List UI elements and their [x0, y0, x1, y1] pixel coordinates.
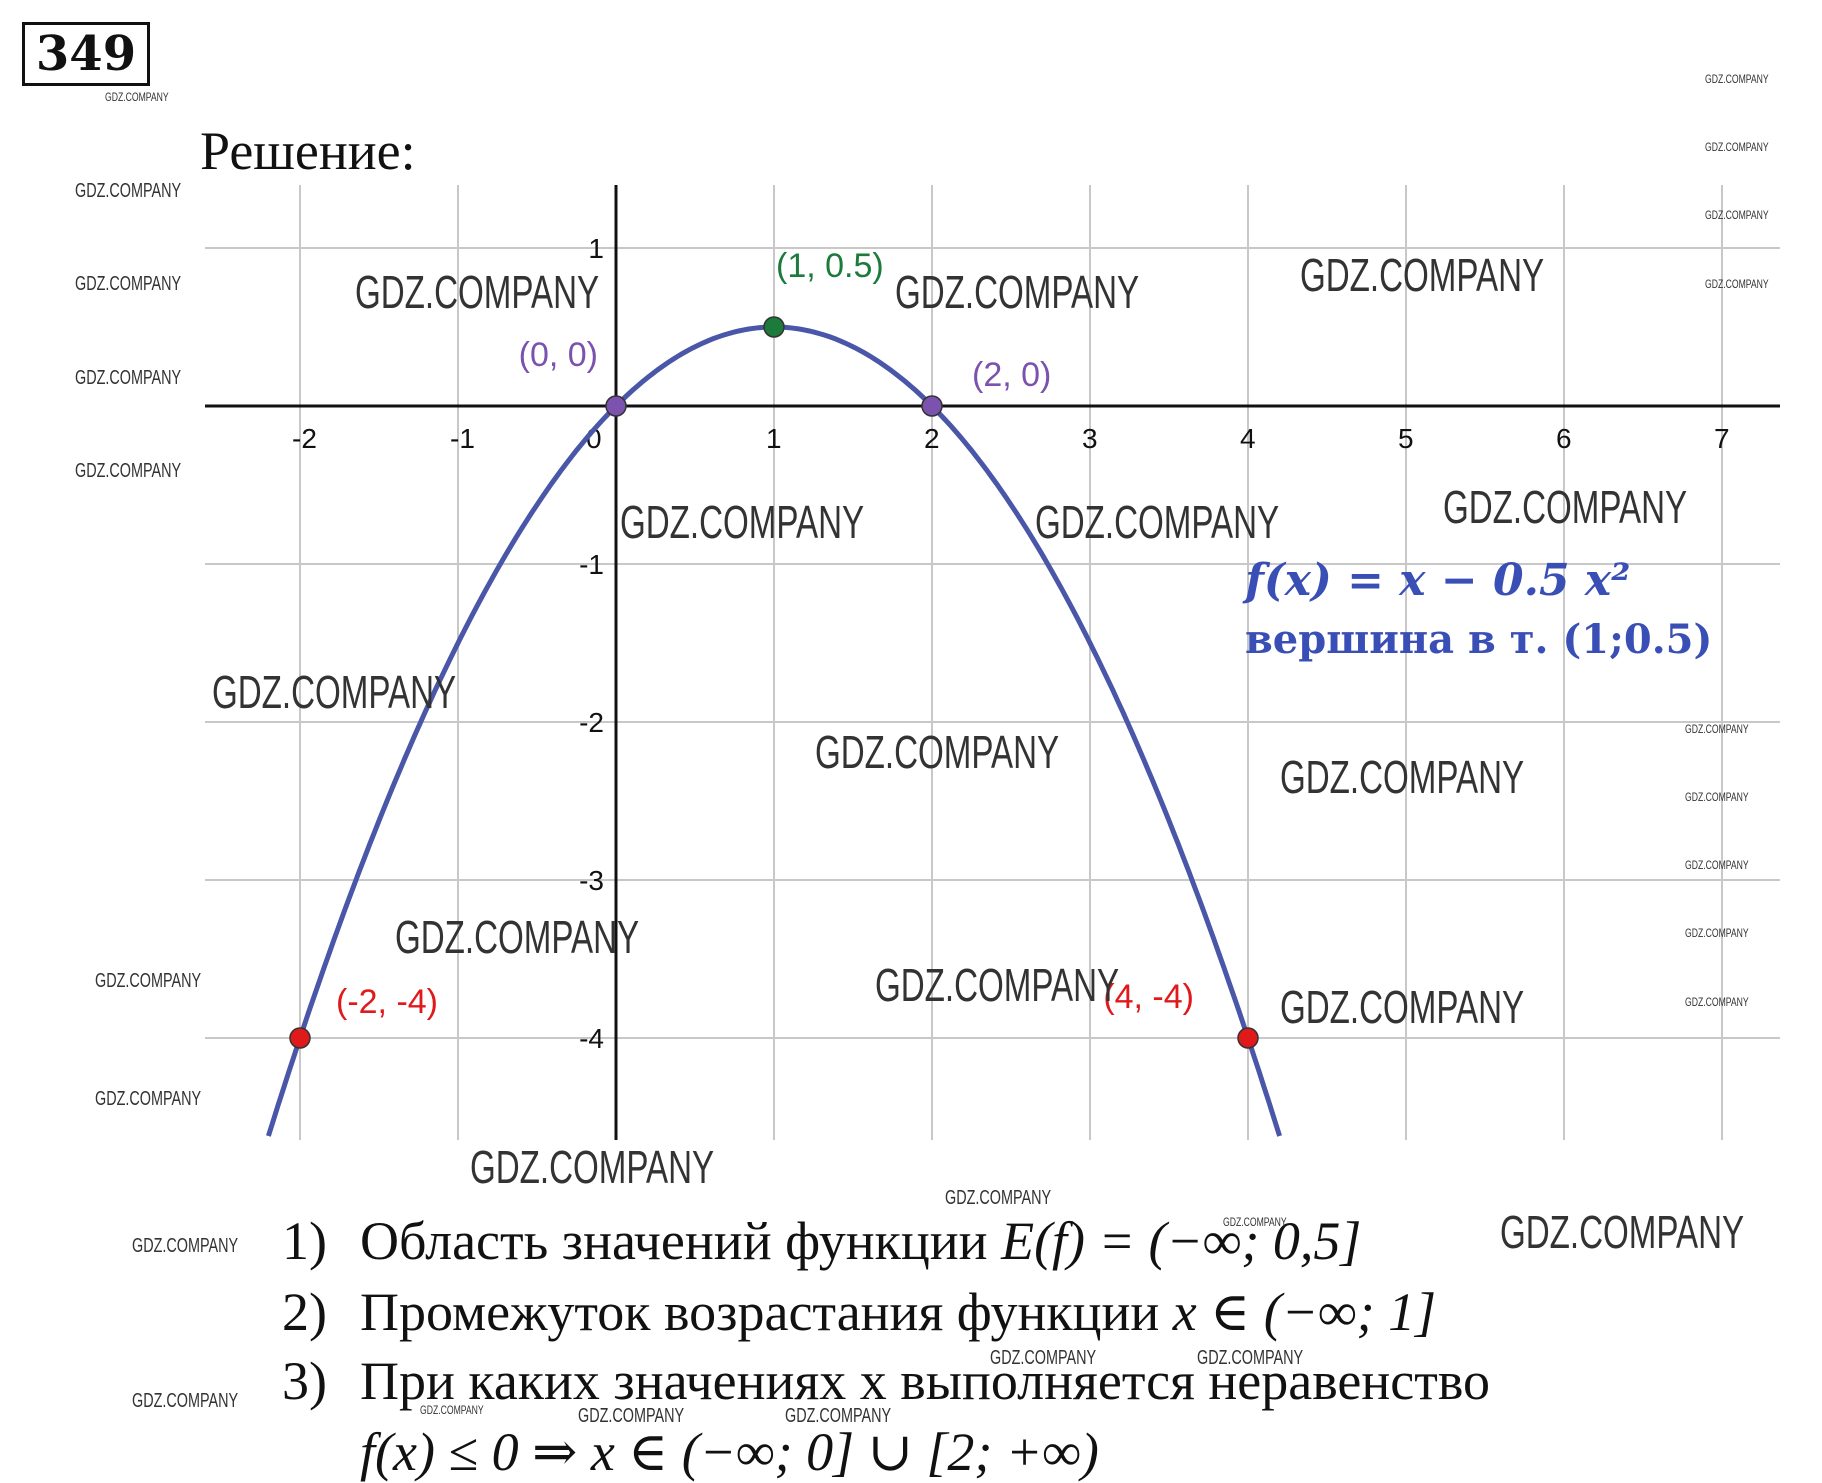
x-tick-label: 2: [924, 423, 940, 454]
watermark: GDZ.COMPANY: [1705, 140, 1769, 154]
watermark: GDZ.COMPANY: [1300, 249, 1545, 301]
watermark: GDZ.COMPANY: [815, 726, 1060, 778]
watermark: GDZ.COMPANY: [1500, 1206, 1745, 1258]
watermark: GDZ.COMPANY: [132, 1390, 239, 1412]
watermark: GDZ.COMPANY: [132, 1235, 239, 1257]
point-label: (2, 0): [972, 356, 1051, 394]
data-point: [763, 316, 785, 338]
watermark: GDZ.COMPANY: [75, 180, 182, 202]
watermark: GDZ.COMPANY: [95, 1088, 202, 1110]
watermark: GDZ.COMPANY: [95, 970, 202, 992]
watermark: GDZ.COMPANY: [355, 266, 600, 318]
y-tick-label: 1: [588, 233, 604, 264]
watermark: GDZ.COMPANY: [1443, 481, 1688, 533]
watermark: GDZ.COMPANY: [1705, 208, 1769, 222]
tick-labels: -2 -1 0 1 2 3 4 5 6 71-1-2-3-4: [292, 233, 1730, 1054]
watermark: GDZ.COMPANY: [1685, 722, 1749, 736]
watermark: GDZ.COMPANY: [470, 1141, 715, 1193]
watermark: GDZ.COMPANY: [895, 266, 1140, 318]
watermark: GDZ.COMPANY: [1685, 858, 1749, 872]
y-tick-label: -3: [579, 865, 604, 896]
watermark: GDZ.COMPANY: [875, 959, 1120, 1011]
data-point: [605, 395, 627, 417]
formula-annotation: f(x) = x − 0.5 x² вершина в т. (1;0.5): [1245, 555, 1712, 663]
answer-3: 3) При каких значениях x выполняется нера…: [282, 1351, 1490, 1411]
watermark: GDZ.COMPANY: [945, 1187, 1052, 1209]
x-tick-label: 3: [1082, 423, 1098, 454]
watermark: GDZ.COMPANY: [1035, 496, 1280, 548]
watermark: GDZ.COMPANY: [990, 1347, 1097, 1369]
y-tick-label: -4: [579, 1023, 604, 1054]
watermark: GDZ.COMPANY: [620, 496, 865, 548]
watermark: GDZ.COMPANY: [105, 90, 169, 104]
watermark: GDZ.COMPANY: [75, 273, 182, 295]
y-tick-label: -1: [579, 549, 604, 580]
point-label: (0, 0): [519, 336, 598, 374]
x-tick-label: -2: [292, 423, 317, 454]
watermark: GDZ.COMPANY: [420, 1403, 484, 1417]
x-tick-label: 1: [766, 423, 782, 454]
y-tick-label: -2: [579, 707, 604, 738]
watermark: GDZ.COMPANY: [1223, 1215, 1287, 1229]
solution-heading: Решение:: [200, 121, 416, 181]
x-tick-label: 4: [1240, 423, 1256, 454]
watermark: GDZ.COMPANY: [1685, 995, 1749, 1009]
x-tick-label: 6: [1556, 423, 1572, 454]
x-tick-label: 5: [1398, 423, 1414, 454]
problem-number-badge: 349: [22, 22, 150, 86]
watermark: GDZ.COMPANY: [785, 1405, 892, 1427]
watermark: GDZ.COMPANY: [1197, 1347, 1304, 1369]
x-tick-label: 7: [1714, 423, 1730, 454]
function-label: f(x) = x − 0.5 x²: [1245, 555, 1631, 606]
grid-lines: [205, 185, 1780, 1140]
point-label: (4, -4): [1103, 978, 1194, 1016]
watermark: GDZ.COMPANY: [578, 1405, 685, 1427]
data-point: [921, 395, 943, 417]
watermark: GDZ.COMPANY: [1685, 790, 1749, 804]
answer-3-math: f(x) ≤ 0 ⇒ x ∈ (−∞; 0] ∪ [2; +∞): [360, 1422, 1099, 1482]
x-tick-label: -1: [450, 423, 475, 454]
labeled-points: (1, 0.5) (0, 0) (2, 0) (-2, -4) (4, -4): [289, 247, 1259, 1049]
point-label: (1, 0.5): [776, 247, 884, 285]
data-point: [1237, 1027, 1259, 1049]
watermark: GDZ.COMPANY: [1705, 277, 1769, 291]
watermark: GDZ.COMPANY: [75, 367, 182, 389]
answer-2: 2) Промежуток возрастания функции x ∈ (−∞…: [282, 1282, 1437, 1342]
watermark: GDZ.COMPANY: [395, 911, 640, 963]
data-point: [289, 1027, 311, 1049]
watermark: GDZ.COMPANY: [1280, 981, 1525, 1033]
point-label: (-2, -4): [336, 983, 438, 1021]
watermark: GDZ.COMPANY: [212, 666, 457, 718]
vertex-label: вершина в т. (1;0.5): [1245, 616, 1713, 663]
watermark: GDZ.COMPANY: [1685, 926, 1749, 940]
watermark: GDZ.COMPANY: [1705, 72, 1769, 86]
watermark: GDZ.COMPANY: [75, 460, 182, 482]
axes: [205, 185, 1780, 1140]
watermark: GDZ.COMPANY: [1280, 751, 1525, 803]
answer-1: 1) Область значений функции E(f) = (−∞; 0…: [282, 1211, 1362, 1271]
